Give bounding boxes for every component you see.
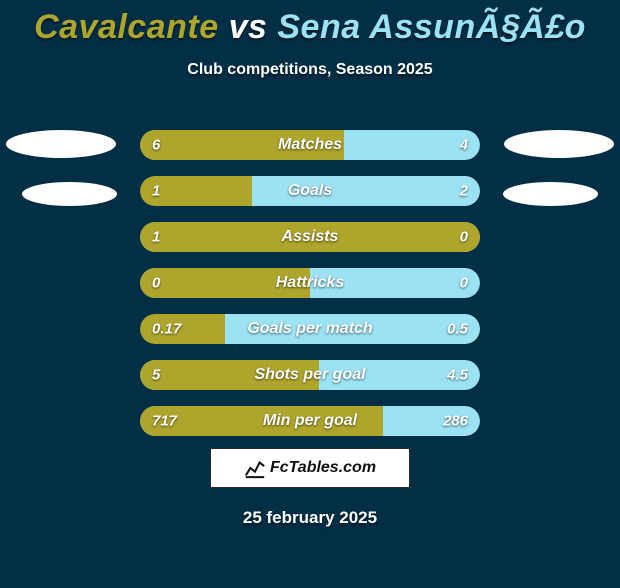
stat-value-right: 2 bbox=[460, 183, 468, 200]
stat-label: Assists bbox=[140, 228, 480, 246]
player2-avatar-placeholder-1 bbox=[504, 130, 614, 158]
date-text: 25 february 2025 bbox=[0, 508, 620, 528]
stat-value-right: 4 bbox=[460, 137, 468, 154]
stat-row: 1Goals2 bbox=[140, 176, 480, 206]
stat-value-right: 0.5 bbox=[447, 321, 468, 338]
stat-row: 0Hattricks0 bbox=[140, 268, 480, 298]
stat-value-right: 4.5 bbox=[447, 367, 468, 384]
stat-value-right: 286 bbox=[443, 413, 468, 430]
stat-label: Matches bbox=[140, 136, 480, 154]
subtitle: Club competitions, Season 2025 bbox=[0, 61, 620, 79]
player1-avatar-placeholder-1 bbox=[6, 130, 116, 158]
title-player2: Sena AssunÃ§Ã£o bbox=[277, 8, 586, 46]
title-player1: Cavalcante bbox=[34, 8, 219, 46]
stat-label: Goals per match bbox=[140, 320, 480, 338]
stat-label: Goals bbox=[140, 182, 480, 200]
watermark: FcTables.com bbox=[210, 448, 410, 488]
page-title: Cavalcante vs Sena AssunÃ§Ã£o bbox=[0, 8, 620, 47]
comparison-chart: 6Matches41Goals21Assists00Hattricks00.17… bbox=[140, 130, 480, 452]
fctables-logo-icon bbox=[244, 457, 266, 479]
stat-label: Hattricks bbox=[140, 274, 480, 292]
stat-row: 1Assists0 bbox=[140, 222, 480, 252]
stat-label: Shots per goal bbox=[140, 366, 480, 384]
stat-row: 0.17Goals per match0.5 bbox=[140, 314, 480, 344]
title-vs: vs bbox=[229, 8, 268, 46]
stat-row: 717Min per goal286 bbox=[140, 406, 480, 436]
stat-value-right: 0 bbox=[460, 275, 468, 292]
stat-value-right: 0 bbox=[460, 229, 468, 246]
stat-label: Min per goal bbox=[140, 412, 480, 430]
player2-avatar-placeholder-2 bbox=[503, 182, 598, 206]
player1-avatar-placeholder-2 bbox=[22, 182, 117, 206]
stat-row: 6Matches4 bbox=[140, 130, 480, 160]
stat-row: 5Shots per goal4.5 bbox=[140, 360, 480, 390]
watermark-text: FcTables.com bbox=[270, 459, 376, 477]
